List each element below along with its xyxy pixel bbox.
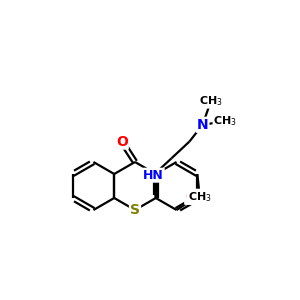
Text: N: N (197, 118, 208, 132)
Text: CH$_3$: CH$_3$ (199, 94, 223, 108)
Text: OH: OH (185, 190, 209, 204)
Text: CH$_3$: CH$_3$ (188, 190, 212, 204)
Text: HN: HN (143, 169, 164, 182)
Text: O: O (116, 135, 128, 148)
Text: CH$_3$: CH$_3$ (214, 114, 237, 128)
Text: S: S (130, 203, 140, 217)
